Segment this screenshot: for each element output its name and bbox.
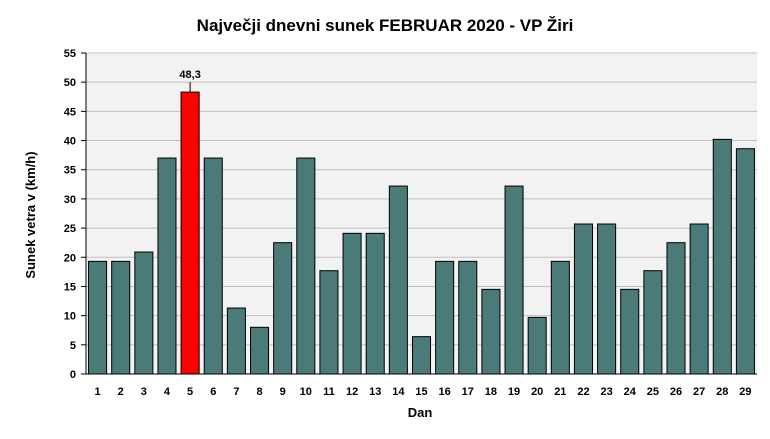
y-tick-label: 55 xyxy=(64,48,76,60)
x-tick-label: 9 xyxy=(280,386,286,398)
x-tick-label: 13 xyxy=(369,386,381,398)
x-tick-label: 12 xyxy=(346,386,358,398)
bar-day-4 xyxy=(157,157,177,375)
bar-day-14 xyxy=(388,185,408,375)
y-tick-label: 25 xyxy=(64,223,76,235)
y-tick-label: 20 xyxy=(64,252,76,264)
x-tick-label: 10 xyxy=(300,386,312,398)
bar-day-27 xyxy=(689,223,709,375)
axes xyxy=(85,53,757,375)
bar-day-21 xyxy=(550,260,570,375)
x-tick-label: 15 xyxy=(415,386,427,398)
y-tick-label: 15 xyxy=(64,281,76,293)
bar-day-29 xyxy=(735,148,755,375)
y-tick-label: 50 xyxy=(64,77,76,89)
y-tick-label: 45 xyxy=(64,106,76,118)
y-tick-labels: 0 5 10 15 20 25 30 35 40 45 50 55 xyxy=(64,48,86,381)
bar-day-12 xyxy=(342,232,362,375)
x-tick-label: 16 xyxy=(439,386,451,398)
bar-day-3 xyxy=(134,251,154,375)
x-tick-label: 3 xyxy=(141,386,147,398)
x-tick-label: 4 xyxy=(164,386,171,398)
x-tick-label: 20 xyxy=(531,386,543,398)
bar-day-26 xyxy=(666,242,686,375)
x-tick-label: 8 xyxy=(256,386,262,398)
bar-day-2 xyxy=(111,260,131,375)
x-tick-label: 24 xyxy=(624,386,637,398)
x-tick-label: 26 xyxy=(670,386,682,398)
x-tick-label: 7 xyxy=(233,386,239,398)
bar-day-7 xyxy=(226,307,246,375)
x-tick-label: 27 xyxy=(693,386,705,398)
x-tick-label: 19 xyxy=(508,386,520,398)
bar-day-16 xyxy=(435,260,455,375)
x-tick-label: 2 xyxy=(118,386,124,398)
bar-day-11 xyxy=(319,270,339,375)
bar-day-22 xyxy=(573,223,593,375)
y-tick-label: 5 xyxy=(70,340,76,352)
x-tick-labels: 1 2 3 4 5 6 7 8 9 10 11 12 13 14 15 16 17 18 19 20 21 22 23 24 2… xyxy=(95,386,752,398)
bar-day-24 xyxy=(620,288,640,375)
x-tick-label: 21 xyxy=(554,386,566,398)
bar-day-6 xyxy=(203,157,223,375)
x-tick-label: 25 xyxy=(647,386,659,398)
bar-day-8 xyxy=(250,326,270,375)
x-tick-label: 18 xyxy=(485,386,497,398)
y-tick-label: 0 xyxy=(70,369,76,381)
bar-day-5 xyxy=(180,91,200,375)
x-tick-label: 23 xyxy=(600,386,612,398)
x-tick-label: 17 xyxy=(462,386,474,398)
bars xyxy=(88,91,755,375)
bar-day-23 xyxy=(597,223,617,375)
y-tick-label: 10 xyxy=(64,311,76,323)
bar-day-9 xyxy=(273,242,293,375)
y-tick-label: 40 xyxy=(64,136,76,148)
x-tick-label: 29 xyxy=(739,386,751,398)
chart-title: Največji dnevni sunek FEBRUAR 2020 - VP … xyxy=(197,16,574,35)
x-tick-label: 14 xyxy=(392,386,405,398)
bar-day-28 xyxy=(712,138,732,375)
bar-day-19 xyxy=(504,185,524,375)
bar-day-20 xyxy=(527,316,547,375)
bar-day-25 xyxy=(643,270,663,375)
y-tick-label: 30 xyxy=(64,194,76,206)
x-tick-label: 5 xyxy=(187,386,193,398)
bar-day-10 xyxy=(296,157,316,375)
y-tick-label: 35 xyxy=(64,165,76,177)
x-tick-label: 22 xyxy=(577,386,589,398)
x-tick-label: 1 xyxy=(95,386,101,398)
y-axis-title: Sunek vetra v (km/h) xyxy=(23,151,38,278)
bar-day-1 xyxy=(88,260,108,375)
annotations: 48,3 xyxy=(179,69,201,93)
x-tick-label: 11 xyxy=(323,386,335,398)
x-axis-title: Dan xyxy=(408,405,433,420)
bar-day-17 xyxy=(458,260,478,375)
x-tick-label: 28 xyxy=(716,386,728,398)
data-label: 48,3 xyxy=(179,69,200,81)
bar-day-15 xyxy=(411,336,432,375)
x-tick-label: 6 xyxy=(210,386,216,398)
bar-day-18 xyxy=(481,288,501,375)
bar-day-13 xyxy=(365,232,385,375)
